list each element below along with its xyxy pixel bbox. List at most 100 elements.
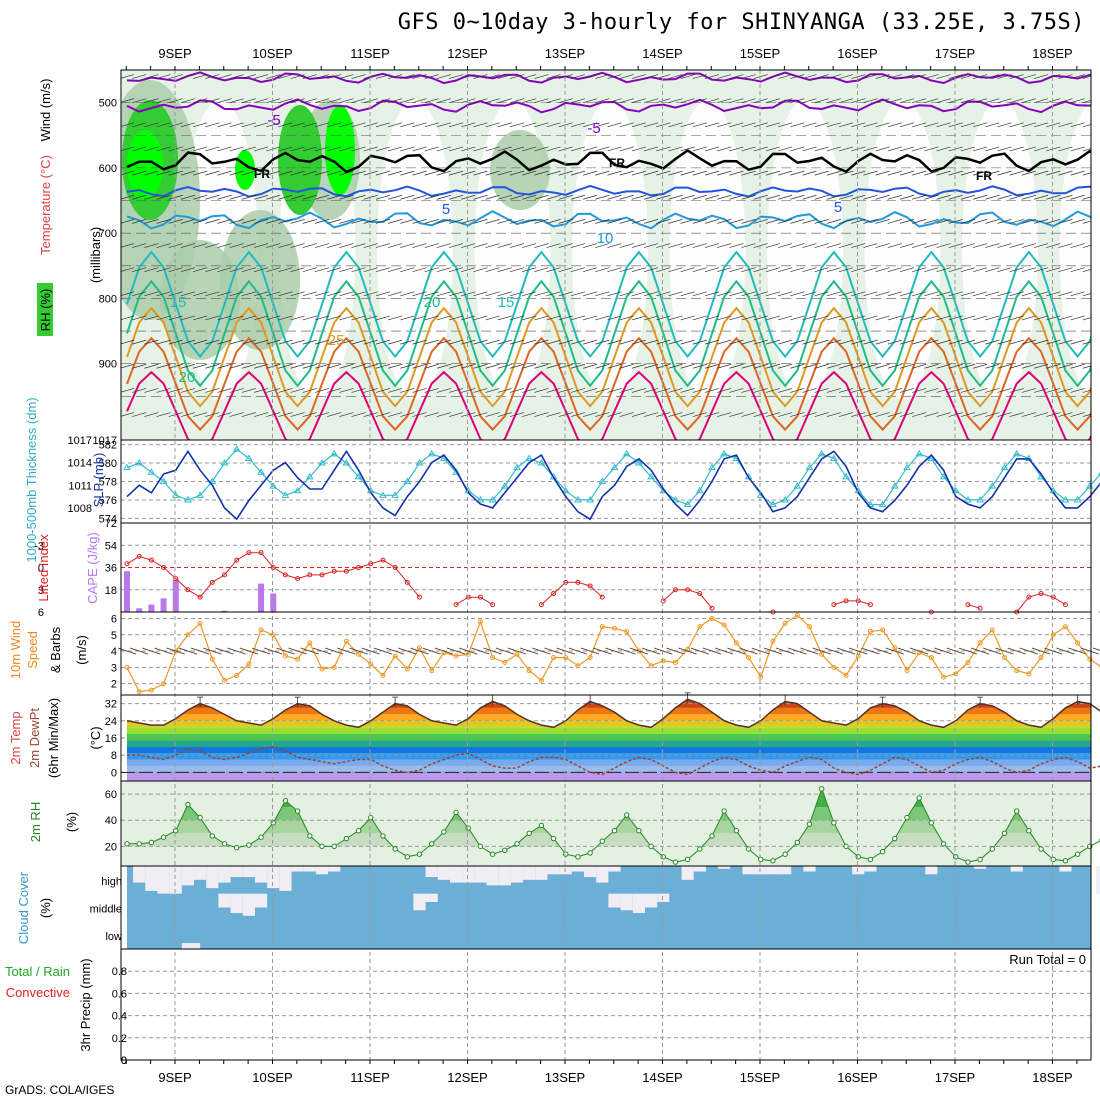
wind-barb	[863, 363, 878, 369]
wind-barb	[778, 267, 793, 273]
wind-barb	[619, 267, 634, 273]
wind-barb	[631, 363, 646, 369]
wind-barb	[838, 122, 854, 128]
wind-barb	[973, 146, 988, 152]
cloud-clear-high	[754, 866, 767, 875]
wind-barb	[570, 388, 586, 393]
wind-barb	[753, 194, 768, 200]
wind-barb	[765, 339, 781, 345]
wind-barb	[266, 98, 281, 104]
y-tick-label: 5	[111, 630, 117, 642]
wind-barb	[375, 388, 391, 393]
wind-barb	[1033, 170, 1049, 176]
wind-barb	[631, 243, 646, 248]
thickness-point	[878, 500, 887, 508]
thickness-point	[525, 454, 534, 461]
wind-barb	[704, 170, 720, 176]
wind-barb	[132, 339, 147, 345]
wind-barb	[205, 412, 220, 417]
thickness-point	[159, 477, 168, 484]
wind-barb	[973, 98, 988, 104]
wind-barb	[168, 339, 183, 345]
lifted-index-point	[453, 602, 459, 608]
wind-barb	[607, 291, 622, 297]
wind-barb	[631, 122, 646, 128]
wind-barb	[656, 146, 671, 152]
cloud-clear-high	[803, 866, 816, 872]
wind-barb	[729, 243, 744, 248]
wind-speed-point	[392, 653, 398, 659]
date-label-top: 15SEP	[740, 46, 780, 61]
wind-barb	[314, 74, 330, 79]
wind-barb	[424, 243, 439, 248]
wind-barb	[826, 243, 841, 248]
wind-speed-point	[417, 645, 422, 651]
wind-barb	[448, 98, 464, 104]
wind-speed-point	[843, 672, 849, 678]
thickness-point	[622, 449, 631, 457]
wind-barb	[595, 267, 610, 273]
wind-barb	[838, 388, 854, 393]
rh-point	[794, 839, 801, 846]
wind-barb	[424, 98, 439, 104]
wind-barb	[631, 74, 646, 79]
wind-barb	[887, 291, 902, 297]
wind-barb	[205, 146, 220, 152]
y-tick-label-right: 1017	[68, 435, 92, 447]
wind-barb	[339, 243, 354, 248]
wind-barb	[899, 267, 915, 273]
rh-point	[368, 814, 374, 821]
wind-barb	[400, 146, 415, 152]
wind-speed-point	[941, 674, 947, 680]
wind-barb	[424, 412, 439, 417]
wind-barb	[1046, 122, 1061, 128]
wind-barb	[436, 74, 451, 79]
wind-barb-10m	[166, 647, 185, 655]
cape-bar	[258, 583, 265, 612]
rh-point	[1050, 856, 1056, 863]
wind-barb	[1033, 339, 1049, 345]
wind-barb	[973, 388, 988, 393]
wind-barb	[424, 315, 439, 321]
wind-barb	[570, 122, 586, 128]
wind-barb	[485, 388, 500, 393]
wind-barb	[729, 267, 744, 273]
wind-barb	[668, 291, 683, 297]
wind-barb	[144, 412, 159, 417]
wind-barb	[241, 98, 256, 104]
wind-barb	[1009, 243, 1024, 248]
wind-barb	[327, 170, 342, 176]
wind-barb	[583, 412, 598, 417]
wind-barb	[851, 194, 866, 200]
wind-barb	[668, 74, 683, 79]
thickness-point	[476, 495, 485, 503]
lifted-index-point	[599, 594, 605, 600]
wind-barb	[412, 170, 427, 176]
wind-barb	[522, 219, 537, 224]
wind-barb	[412, 219, 427, 224]
y-tick-label: 20	[105, 841, 117, 853]
wind-barb	[899, 98, 915, 104]
wind-barb	[863, 122, 878, 128]
wind-barb	[546, 170, 561, 176]
wind-barb	[205, 74, 220, 79]
rh-point	[416, 851, 423, 857]
wind-barb	[741, 363, 756, 369]
cloud-clear-high	[1095, 866, 1100, 894]
wind-barb	[388, 146, 403, 152]
pressure-tick-label: 1017	[93, 435, 117, 447]
wind-barb	[558, 146, 573, 152]
wind-speed-point	[356, 651, 362, 657]
wind-barb	[509, 74, 525, 79]
y-tick-label: 0.8	[112, 966, 127, 978]
wind-barb	[948, 170, 963, 176]
wind-barb	[229, 267, 244, 273]
wind-barb	[1033, 388, 1049, 393]
wind-barb	[156, 267, 171, 273]
wind-barb	[1095, 219, 1100, 223]
wind-barb	[278, 146, 293, 152]
wind10m-axis-label: 10m Wind	[8, 621, 23, 680]
wind-barb	[363, 146, 378, 152]
wind-barb	[826, 170, 841, 176]
wind-barb	[1033, 267, 1049, 273]
